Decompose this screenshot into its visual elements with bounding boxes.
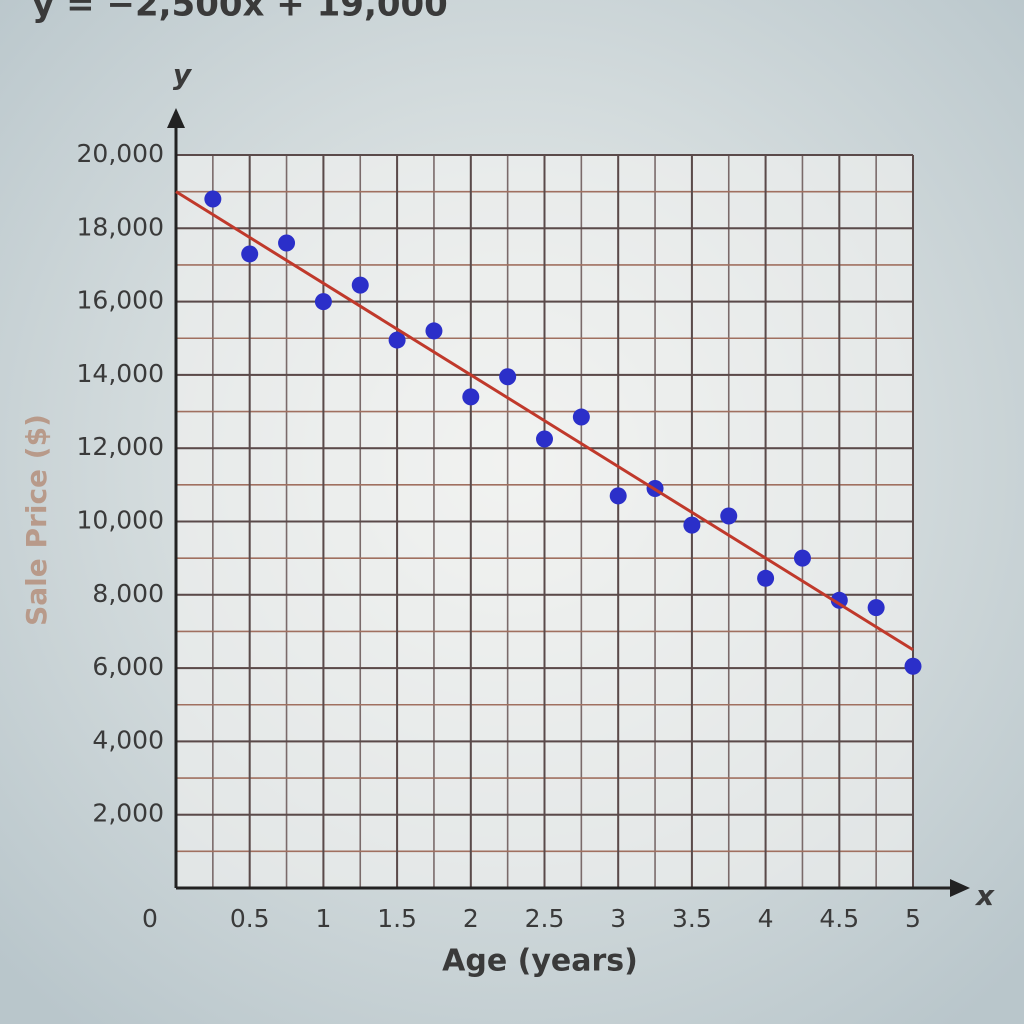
data-point	[425, 322, 443, 340]
x-axis-arrow	[950, 879, 970, 897]
x-tick-label: 2	[463, 904, 479, 933]
x-tick-label: 0.5	[230, 904, 270, 933]
data-point	[830, 591, 848, 609]
data-point	[720, 507, 738, 525]
y-tick-label: 12,000	[77, 432, 164, 461]
x-tick-label: 1.5	[377, 904, 417, 933]
equation-title: y = −2,500x + 19,000	[32, 0, 448, 25]
x-tick-label: 4	[758, 904, 774, 933]
y-axis-name: y	[173, 58, 193, 91]
y-tick-label: 20,000	[77, 139, 164, 168]
data-point	[757, 569, 775, 587]
x-axis-label: Age (years)	[442, 944, 638, 979]
grid: 0 0.5 1 1.5 2 2.5 3 3.5 4 4.5 5 2,000 4,000 6,000 8,00…	[77, 108, 970, 933]
marks	[175, 190, 922, 675]
data-point	[351, 276, 369, 294]
data-point	[572, 408, 590, 426]
x-tick-label: 5	[905, 904, 921, 933]
x-tick-label: 4.5	[819, 904, 859, 933]
y-axis-label: Sale Price ($)	[20, 414, 53, 626]
data-point	[536, 430, 553, 448]
data-point	[388, 331, 406, 349]
y-tick-label: 2,000	[92, 799, 164, 828]
y-axis-arrow	[167, 108, 185, 128]
data-point	[462, 388, 480, 406]
data-point	[904, 657, 922, 675]
trend-line	[175, 190, 914, 652]
x-tick-label: 3.5	[672, 904, 712, 933]
data-point	[499, 368, 517, 386]
data-point	[793, 549, 811, 567]
data-point	[683, 516, 701, 534]
y-tick-label: 4,000	[92, 725, 164, 754]
data-point	[241, 245, 259, 263]
x-tick-label: 0	[142, 904, 158, 933]
x-tick-label: 2.5	[525, 904, 565, 933]
y-tick-label: 18,000	[77, 212, 164, 241]
data-point	[314, 293, 332, 311]
data-point	[204, 190, 222, 208]
y-tick-label: 16,000	[77, 286, 164, 315]
x-tick-label: 3	[610, 904, 626, 933]
x-axis-name: x	[974, 879, 995, 912]
data-point	[867, 599, 885, 617]
y-tick-label: 10,000	[77, 506, 164, 535]
y-tick-label: 14,000	[77, 359, 164, 388]
x-tick-label: 1	[315, 904, 331, 933]
y-tick-label: 6,000	[92, 652, 164, 681]
y-tick-label: 8,000	[92, 579, 164, 608]
data-point	[278, 234, 296, 252]
data-point	[609, 487, 627, 505]
